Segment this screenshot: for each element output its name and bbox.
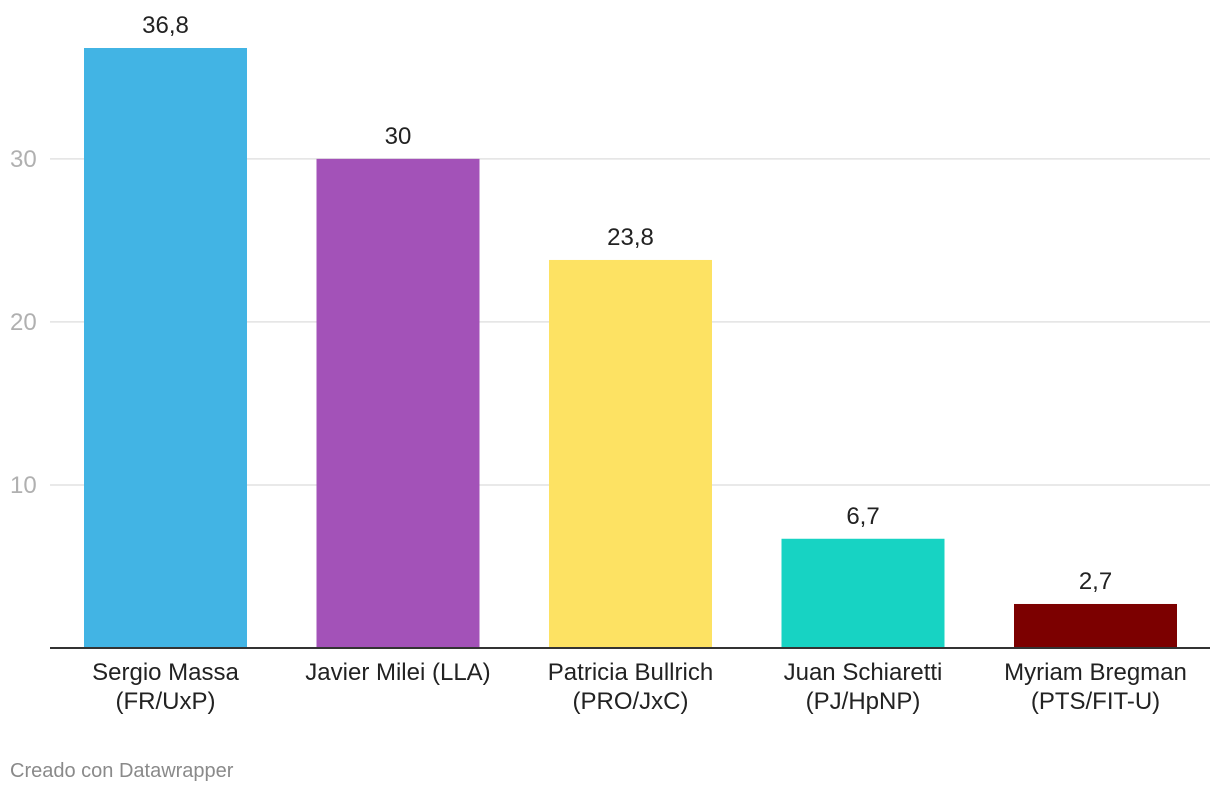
bar-5	[1014, 603, 1177, 648]
bar-3	[549, 259, 712, 648]
y-tick-label-20: 20	[10, 309, 37, 336]
value-label-4: 6,7	[846, 503, 879, 530]
bar-1	[84, 48, 247, 648]
bar-4	[781, 538, 945, 648]
y-tick-label-30: 30	[10, 146, 37, 173]
y-tick-label-10: 10	[10, 472, 37, 499]
x-tick-label-3: Patricia Bullrich (PRO/JxC)	[548, 659, 713, 715]
bar-2	[316, 158, 480, 648]
value-label-3: 23,8	[607, 224, 654, 251]
x-tick-label-4: Juan Schiaretti (PJ/HpNP)	[784, 659, 943, 715]
credit-text: Creado con Datawrapper	[10, 760, 234, 782]
x-tick-label-1: Sergio Massa (FR/UxP)	[92, 659, 239, 715]
bar-chart: 10 20 30 36,8 Sergio Massa (FR/UxP) 30 Javier M…	[10, 12, 1210, 715]
value-label-1: 36,8	[142, 12, 189, 39]
x-tick-label-5: Myriam Bregman (PTS/FIT-U)	[1004, 659, 1187, 715]
value-label-5: 2,7	[1079, 568, 1112, 595]
value-label-2: 30	[385, 123, 412, 150]
x-tick-label-2: Javier Milei (LLA)	[305, 659, 490, 686]
